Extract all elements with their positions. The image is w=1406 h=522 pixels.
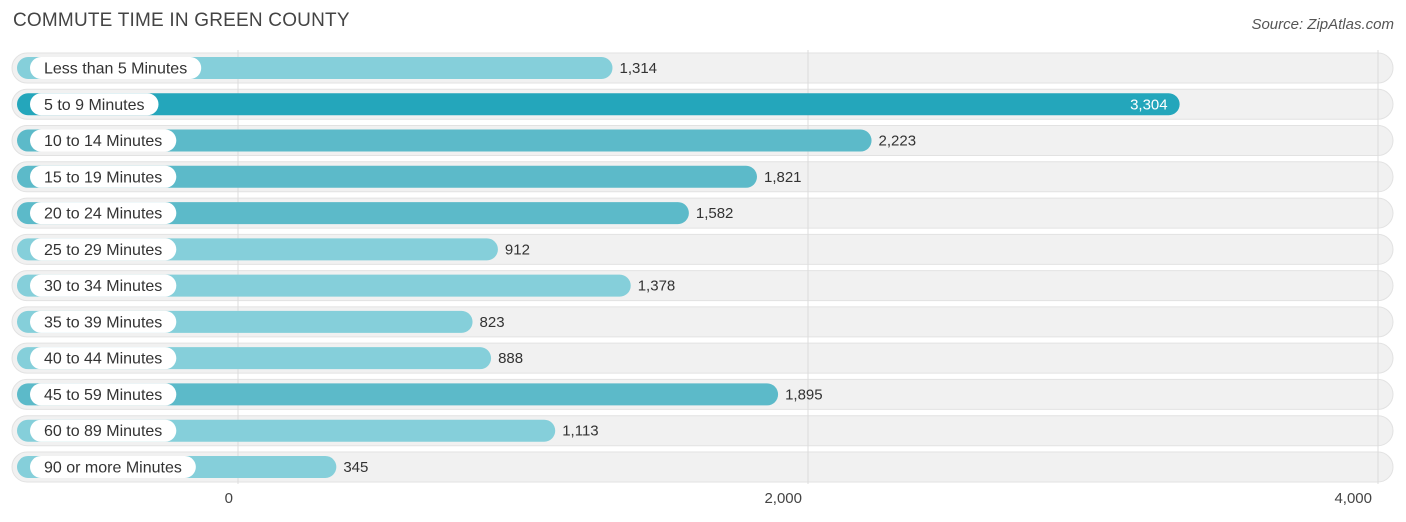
- category-label: 20 to 24 Minutes: [44, 206, 162, 223]
- value-label: 912: [505, 241, 530, 258]
- value-label: 1,113: [562, 423, 598, 440]
- category-label: 5 to 9 Minutes: [44, 97, 145, 114]
- bar-rows: Less than 5 Minutes 1,314 5 to 9 Minutes 3,…: [11, 50, 1394, 484]
- source-credit: Source: ZipAtlas.com: [1251, 16, 1394, 33]
- x-tick-label: 0: [225, 490, 233, 507]
- value-label: 2,223: [879, 133, 917, 150]
- category-label: Less than 5 Minutes: [44, 61, 187, 78]
- value-label: 1,582: [696, 205, 734, 222]
- value-label: 1,895: [785, 386, 823, 403]
- x-axis: 0 2,000 4,000: [225, 490, 1372, 507]
- value-label: 888: [498, 350, 523, 367]
- category-label-pill: [30, 383, 177, 406]
- category-label-pill: [30, 455, 196, 478]
- category-label-pill: [30, 310, 177, 333]
- category-label-pill: [30, 274, 177, 297]
- category-label-pill: [30, 165, 177, 188]
- bar: [17, 202, 689, 225]
- x-tick-label: 2,000: [764, 490, 802, 507]
- value-label: 1,314: [619, 60, 657, 77]
- category-label-pill: [30, 238, 177, 261]
- category-label: 30 to 34 Minutes: [44, 278, 162, 295]
- category-label: 40 to 44 Minutes: [44, 351, 162, 368]
- value-label: 1,821: [764, 169, 802, 186]
- value-label: 823: [480, 314, 505, 331]
- category-label: 25 to 29 Minutes: [44, 242, 162, 259]
- category-label: 60 to 89 Minutes: [44, 423, 162, 440]
- bar: [17, 165, 757, 188]
- row-track: [11, 451, 1394, 483]
- category-label: 35 to 39 Minutes: [44, 314, 162, 331]
- category-label-pill: [30, 129, 177, 152]
- category-label-pill: [30, 347, 177, 370]
- grid-line-group: [237, 50, 1379, 484]
- category-label: 10 to 14 Minutes: [44, 133, 162, 150]
- value-label: 3,304: [1130, 96, 1168, 113]
- category-label: 90 or more Minutes: [44, 459, 182, 476]
- bar: [17, 129, 872, 152]
- category-label-pill: [30, 202, 177, 225]
- bar: [17, 383, 779, 406]
- x-tick-label: 4,000: [1334, 490, 1372, 507]
- category-label-pill: [30, 93, 159, 116]
- value-label: 345: [343, 459, 368, 476]
- category-label: 15 to 19 Minutes: [44, 169, 162, 186]
- category-label: 45 to 59 Minutes: [44, 387, 162, 404]
- chart-title: COMMUTE TIME IN GREEN COUNTY: [13, 10, 350, 31]
- category-label-pill: [30, 57, 202, 79]
- bar: [17, 93, 1180, 116]
- category-label-pill: [30, 419, 177, 442]
- value-label: 1,378: [638, 278, 676, 295]
